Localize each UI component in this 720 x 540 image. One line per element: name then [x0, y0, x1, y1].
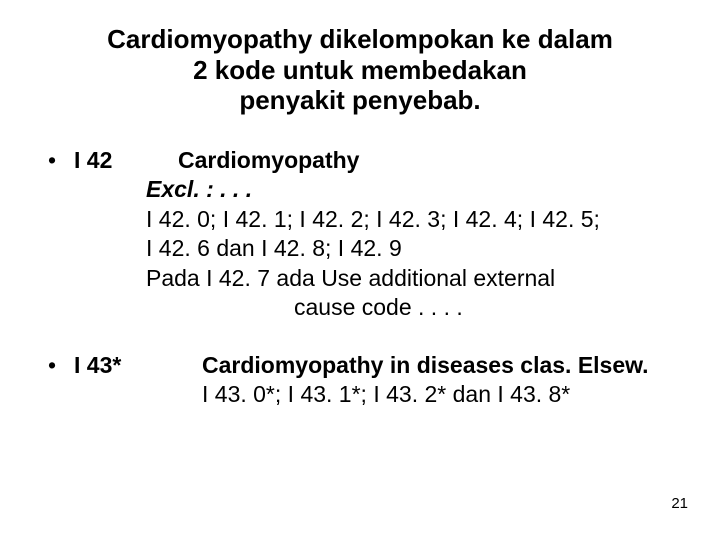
entry-i43-heading: Cardiomyopathy in diseases clas. Elsew.: [202, 351, 672, 380]
entry-i42-header: • I 42 Cardiomyopathy: [48, 146, 672, 175]
entry-i43-code: I 43*: [74, 351, 202, 380]
entry-i43-row: • I 43* Cardiomyopathy in diseases clas.…: [48, 351, 672, 410]
bullet-icon: •: [48, 146, 74, 175]
title-line-2: 2 kode untuk membedakan: [193, 55, 527, 85]
entry-i42-note-1: Pada I 42. 7 ada Use additional external: [146, 264, 672, 293]
entry-i42-excl: Excl. : . . .: [146, 175, 672, 204]
slide-title: Cardiomyopathy dikelompokan ke dalam 2 k…: [65, 24, 655, 116]
entry-i42-code: I 42: [74, 146, 178, 175]
slide: Cardiomyopathy dikelompokan ke dalam 2 k…: [0, 0, 720, 540]
entry-i42-heading: Cardiomyopathy: [178, 146, 359, 175]
page-number: 21: [671, 495, 688, 512]
title-line-1: Cardiomyopathy dikelompokan ke dalam: [107, 24, 613, 54]
bullet-icon: •: [48, 351, 74, 380]
entry-i42-note-2: cause code . . . .: [294, 293, 672, 322]
entry-i42-codes-1: I 42. 0; I 42. 1; I 42. 2; I 42. 3; I 42…: [146, 205, 672, 234]
entry-i42: • I 42 Cardiomyopathy Excl. : . . . I 42…: [48, 146, 672, 323]
entry-i43: • I 43* Cardiomyopathy in diseases clas.…: [48, 351, 672, 410]
entry-i43-codes: I 43. 0*; I 43. 1*; I 43. 2* dan I 43. 8…: [202, 380, 672, 409]
entry-i43-lines: Cardiomyopathy in diseases clas. Elsew. …: [202, 351, 672, 410]
entry-i42-body: Excl. : . . . I 42. 0; I 42. 1; I 42. 2;…: [146, 175, 672, 322]
entry-i42-codes-2: I 42. 6 dan I 42. 8; I 42. 9: [146, 234, 672, 263]
title-line-3: penyakit penyebab.: [239, 85, 480, 115]
